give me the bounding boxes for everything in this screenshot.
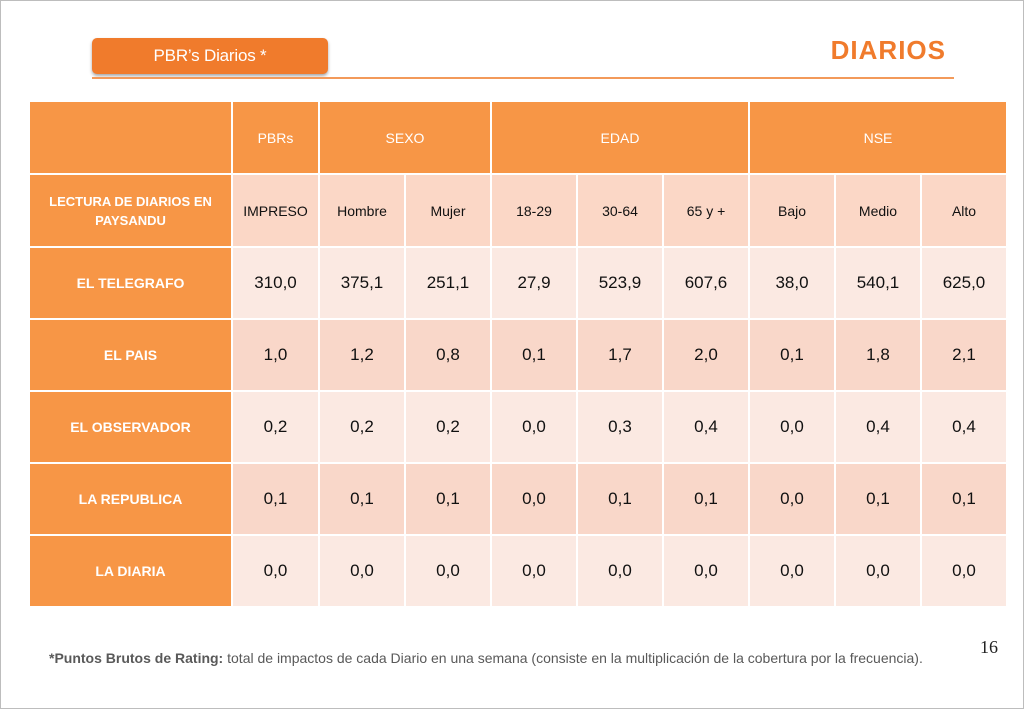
table-cell: 251,1	[404, 246, 492, 320]
section-tag: PBR’s Diarios *	[92, 38, 328, 74]
table-cell: 0,0	[490, 390, 578, 464]
sub-header: Medio	[834, 173, 922, 248]
table-cell: 1,7	[576, 318, 664, 392]
table-cell: 1,0	[231, 318, 320, 392]
table-row: EL PAIS 1,0 1,2 0,8 0,1 1,7 2,0 0,1 1,8 2,1	[28, 318, 1008, 392]
footnote: *Puntos Brutos de Rating: total de impac…	[49, 649, 954, 667]
sub-header: Hombre	[318, 173, 406, 248]
sub-header: Mujer	[404, 173, 492, 248]
table-row: EL OBSERVADOR 0,2 0,2 0,2 0,0 0,3 0,4 0,0 0,4 0,4	[28, 390, 1008, 464]
footnote-text: total de impactos de cada Diario en una …	[223, 650, 923, 666]
table-cell: 0,4	[662, 390, 750, 464]
table-cell: 0,0	[576, 534, 664, 608]
table-cell: 0,0	[920, 534, 1008, 608]
header-nse: NSE	[748, 100, 1008, 175]
table-cell: 0,1	[231, 462, 320, 536]
readership-table: PBRs SEXO EDAD NSE LECTURA DE DIARIOS EN…	[28, 100, 1008, 608]
header-pbrs: PBRs	[231, 100, 320, 175]
group-header-row: PBRs SEXO EDAD NSE	[28, 100, 1008, 175]
table-cell: 540,1	[834, 246, 922, 320]
sub-header: Alto	[920, 173, 1008, 248]
table-cell: 607,6	[662, 246, 750, 320]
table-cell: 1,8	[834, 318, 922, 392]
section-tag-label: PBR’s Diarios *	[153, 46, 267, 65]
sub-header-row: LECTURA DE DIARIOS EN PAYSANDU IMPRESO H…	[28, 173, 1008, 248]
header-edad: EDAD	[490, 100, 750, 175]
table-row: LA REPUBLICA 0,1 0,1 0,1 0,0 0,1 0,1 0,0 0,1 0,1	[28, 462, 1008, 536]
title-divider	[92, 77, 954, 79]
table-cell: 0,2	[404, 390, 492, 464]
table-cell: 0,0	[748, 462, 836, 536]
table-cell: 0,8	[404, 318, 492, 392]
table-cell: 0,0	[662, 534, 750, 608]
table-cell: 2,1	[920, 318, 1008, 392]
table-cell: 375,1	[318, 246, 406, 320]
row-label: EL PAIS	[28, 318, 233, 392]
table-cell: 523,9	[576, 246, 664, 320]
table-cell: 0,0	[748, 390, 836, 464]
table-cell: 0,0	[748, 534, 836, 608]
table-cell: 0,1	[920, 462, 1008, 536]
table-cell: 0,1	[490, 318, 578, 392]
table-cell: 0,1	[404, 462, 492, 536]
table-cell: 0,3	[576, 390, 664, 464]
row-label: LA DIARIA	[28, 534, 233, 608]
page-number: 16	[980, 637, 998, 657]
table-cell: 310,0	[231, 246, 320, 320]
page-title: DIARIOS	[830, 35, 946, 65]
table-body: EL TELEGRAFO 310,0 375,1 251,1 27,9 523,9 607,…	[28, 246, 1008, 608]
sub-header: 30-64	[576, 173, 664, 248]
header-corner	[28, 100, 233, 175]
sub-header: 65 y +	[662, 173, 750, 248]
table-cell: 2,0	[662, 318, 750, 392]
table-cell: 0,1	[662, 462, 750, 536]
table-cell: 0,0	[834, 534, 922, 608]
sub-header: IMPRESO	[231, 173, 320, 248]
table-cell: 0,2	[231, 390, 320, 464]
table-row: LA DIARIA 0,0 0,0 0,0 0,0 0,0 0,0 0,0 0,0 0,0	[28, 534, 1008, 608]
row-label: EL OBSERVADOR	[28, 390, 233, 464]
sub-header: 18-29	[490, 173, 578, 248]
table-cell: 0,2	[318, 390, 406, 464]
table-cell: 0,0	[318, 534, 406, 608]
table-cell: 0,1	[748, 318, 836, 392]
table-cell: 0,0	[404, 534, 492, 608]
table-cell: 0,0	[231, 534, 320, 608]
header-sexo: SEXO	[318, 100, 492, 175]
table-cell: 1,2	[318, 318, 406, 392]
sub-header: Bajo	[748, 173, 836, 248]
table-cell: 0,0	[490, 534, 578, 608]
table-cell: 38,0	[748, 246, 836, 320]
row-label: LA REPUBLICA	[28, 462, 233, 536]
footnote-term: *Puntos Brutos de Rating:	[49, 650, 224, 666]
table-cell: 0,0	[490, 462, 578, 536]
row-header-label: LECTURA DE DIARIOS EN PAYSANDU	[28, 173, 233, 248]
table-row: EL TELEGRAFO 310,0 375,1 251,1 27,9 523,9 607,…	[28, 246, 1008, 320]
table-cell: 0,4	[920, 390, 1008, 464]
table-cell: 0,4	[834, 390, 922, 464]
table-cell: 27,9	[490, 246, 578, 320]
table-cell: 0,1	[318, 462, 406, 536]
table-cell: 625,0	[920, 246, 1008, 320]
table-cell: 0,1	[834, 462, 922, 536]
row-label: EL TELEGRAFO	[28, 246, 233, 320]
table-cell: 0,1	[576, 462, 664, 536]
